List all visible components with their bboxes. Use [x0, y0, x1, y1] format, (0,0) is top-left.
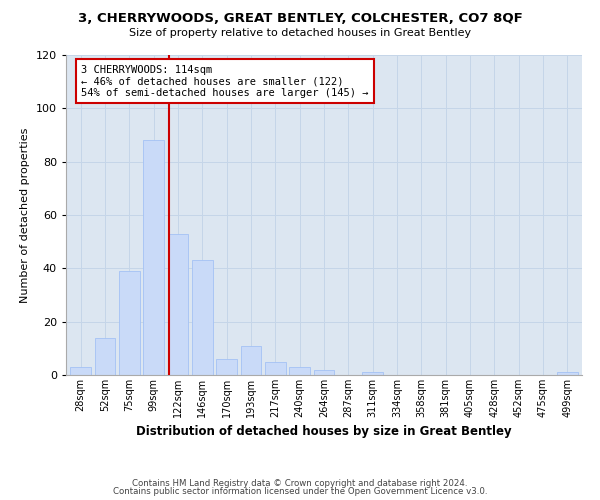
Bar [241, 346, 262, 375]
Bar [557, 372, 578, 375]
Y-axis label: Number of detached properties: Number of detached properties [20, 128, 30, 302]
Text: Contains HM Land Registry data © Crown copyright and database right 2024.: Contains HM Land Registry data © Crown c… [132, 478, 468, 488]
Bar [192, 260, 212, 375]
Text: Contains public sector information licensed under the Open Government Licence v3: Contains public sector information licen… [113, 487, 487, 496]
Text: Size of property relative to detached houses in Great Bentley: Size of property relative to detached ho… [129, 28, 471, 38]
Bar [314, 370, 334, 375]
Bar [167, 234, 188, 375]
Bar [70, 367, 91, 375]
X-axis label: Distribution of detached houses by size in Great Bentley: Distribution of detached houses by size … [136, 426, 512, 438]
Bar [289, 367, 310, 375]
Bar [143, 140, 164, 375]
Bar [119, 271, 140, 375]
Bar [216, 359, 237, 375]
Bar [95, 338, 115, 375]
Text: 3 CHERRYWOODS: 114sqm
← 46% of detached houses are smaller (122)
54% of semi-det: 3 CHERRYWOODS: 114sqm ← 46% of detached … [82, 64, 369, 98]
Bar [265, 362, 286, 375]
Text: 3, CHERRYWOODS, GREAT BENTLEY, COLCHESTER, CO7 8QF: 3, CHERRYWOODS, GREAT BENTLEY, COLCHESTE… [77, 12, 523, 26]
Bar [362, 372, 383, 375]
